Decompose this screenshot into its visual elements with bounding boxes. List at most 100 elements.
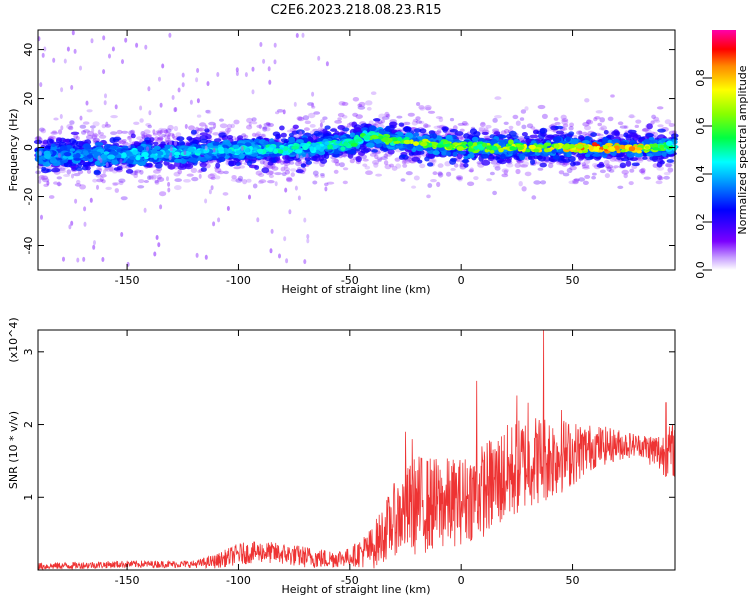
spectrogram-cell [437,163,444,168]
spectrogram-cell [642,156,648,160]
spectrogram-cell [288,148,293,154]
spectrogram-cell [231,175,237,180]
spectrogram-cell [540,180,547,185]
spectrogram-cell [165,128,172,133]
spectrogram-cell [280,160,285,165]
spectrogram-cell [41,166,47,171]
spectrogram-cell [472,142,478,146]
spectrogram-cell [157,177,165,182]
spectrogram-cell [79,124,87,129]
spectrogram-cell [154,179,159,184]
spectrogram-cell [628,115,636,119]
spectrogram-cell [200,167,207,172]
spectrogram-cell [290,172,295,177]
spectrogram-cell [481,159,491,166]
spectrogram-cell [384,164,392,170]
spectrogram-cell [666,159,674,163]
spectrogram-cell [135,155,141,161]
spectrogram-cell [362,163,368,167]
spectrogram-cell [619,125,628,129]
spectrogram-cell [133,121,140,126]
spectrogram-cell [50,136,57,140]
spectrogram-cell [101,179,106,184]
spectrogram-cell [623,125,629,129]
spectrogram-cell [497,134,507,139]
spectrogram-cell [121,141,129,146]
chart-title: C2E6.2023.218.08.23.R15 [270,3,441,18]
spectrogram-cell [628,181,634,186]
spectrogram-cell [521,124,527,130]
spectrogram-cell [365,170,373,175]
spectrogram-cell [621,169,629,175]
spectrogram-cell [582,131,588,136]
spectrogram-cell [641,128,649,132]
spectrogram-cell [657,176,664,181]
spectrogram-cell [286,129,294,133]
spectrogram-cell [558,170,565,175]
spectrogram-cell [456,176,462,180]
spectrogram-cell [539,162,547,168]
spectrogram-cell [230,123,235,129]
spectrogram-cell [50,143,56,147]
spectrogram-cell [403,136,410,141]
spectrogram-cell [364,165,371,170]
spectrogram-cell [598,127,605,131]
spectrogram-cell [175,132,182,138]
spectrogram-cell [303,127,310,131]
spectrogram-cell [265,121,271,126]
spectrogram-cell [214,175,221,180]
spectrogram-cell [98,134,107,139]
spectrogram-cell [635,119,642,124]
spectrogram-cell [103,167,112,172]
spectrogram-cell [478,127,484,132]
spectrogram-cell [515,120,521,126]
spectrogram-cell [415,150,422,156]
spectrogram-cell [86,109,93,113]
spectrogram-cell [605,164,614,169]
spectrogram-cell [561,119,569,125]
spectrogram-cell [594,116,601,120]
spectrogram-cell [406,143,414,150]
spectrogram-cell [416,102,421,106]
spectrogram-cell [139,169,144,175]
spectrogram-cell [463,122,470,127]
spectrogram-cell [334,161,340,167]
spectrogram-cell [664,119,672,125]
spectrogram-cell [59,145,68,152]
spectrogram-cell [96,178,104,183]
spectrogram-cell [610,94,615,98]
spectrogram-cell [77,162,83,168]
spectrogram-cell [151,174,158,179]
spectrogram-cell [66,169,72,175]
spectrogram-cell [286,176,293,182]
spectrogram-cell [602,145,609,150]
spectrogram-cell [541,113,548,119]
spectrogram-cell [214,167,222,173]
spectrogram-cell [303,144,309,150]
spectrogram-cell [296,116,303,121]
spectrogram-cell [569,122,574,128]
spectrogram-cell [192,139,200,145]
spectrogram-cell [263,122,271,127]
spectrogram-cell [158,135,164,142]
spectrogram-cell [217,146,224,152]
spectrogram-cell [501,173,509,178]
spectrogram-cell [339,162,345,168]
spectrogram-cell [85,166,91,171]
spectrogram-cell [251,132,257,137]
spectrogram-cell [210,176,216,180]
spectrogram-cell [360,123,369,129]
spectrogram-cell [349,158,355,164]
spectrogram-cell [111,158,119,165]
spectrogram-cell [76,179,81,185]
spectrogram-cell [199,132,208,136]
spectrogram-cell [599,169,606,174]
spectrogram-cell [629,114,635,119]
spectrogram-cell [233,119,240,125]
spectrogram-cell [449,129,458,133]
spectrogram-cell [93,133,100,137]
spectrogram-cell [92,178,98,183]
spectrogram-cell [582,140,590,144]
spectrogram-cell [377,158,382,162]
spectrogram-cell [597,133,604,137]
